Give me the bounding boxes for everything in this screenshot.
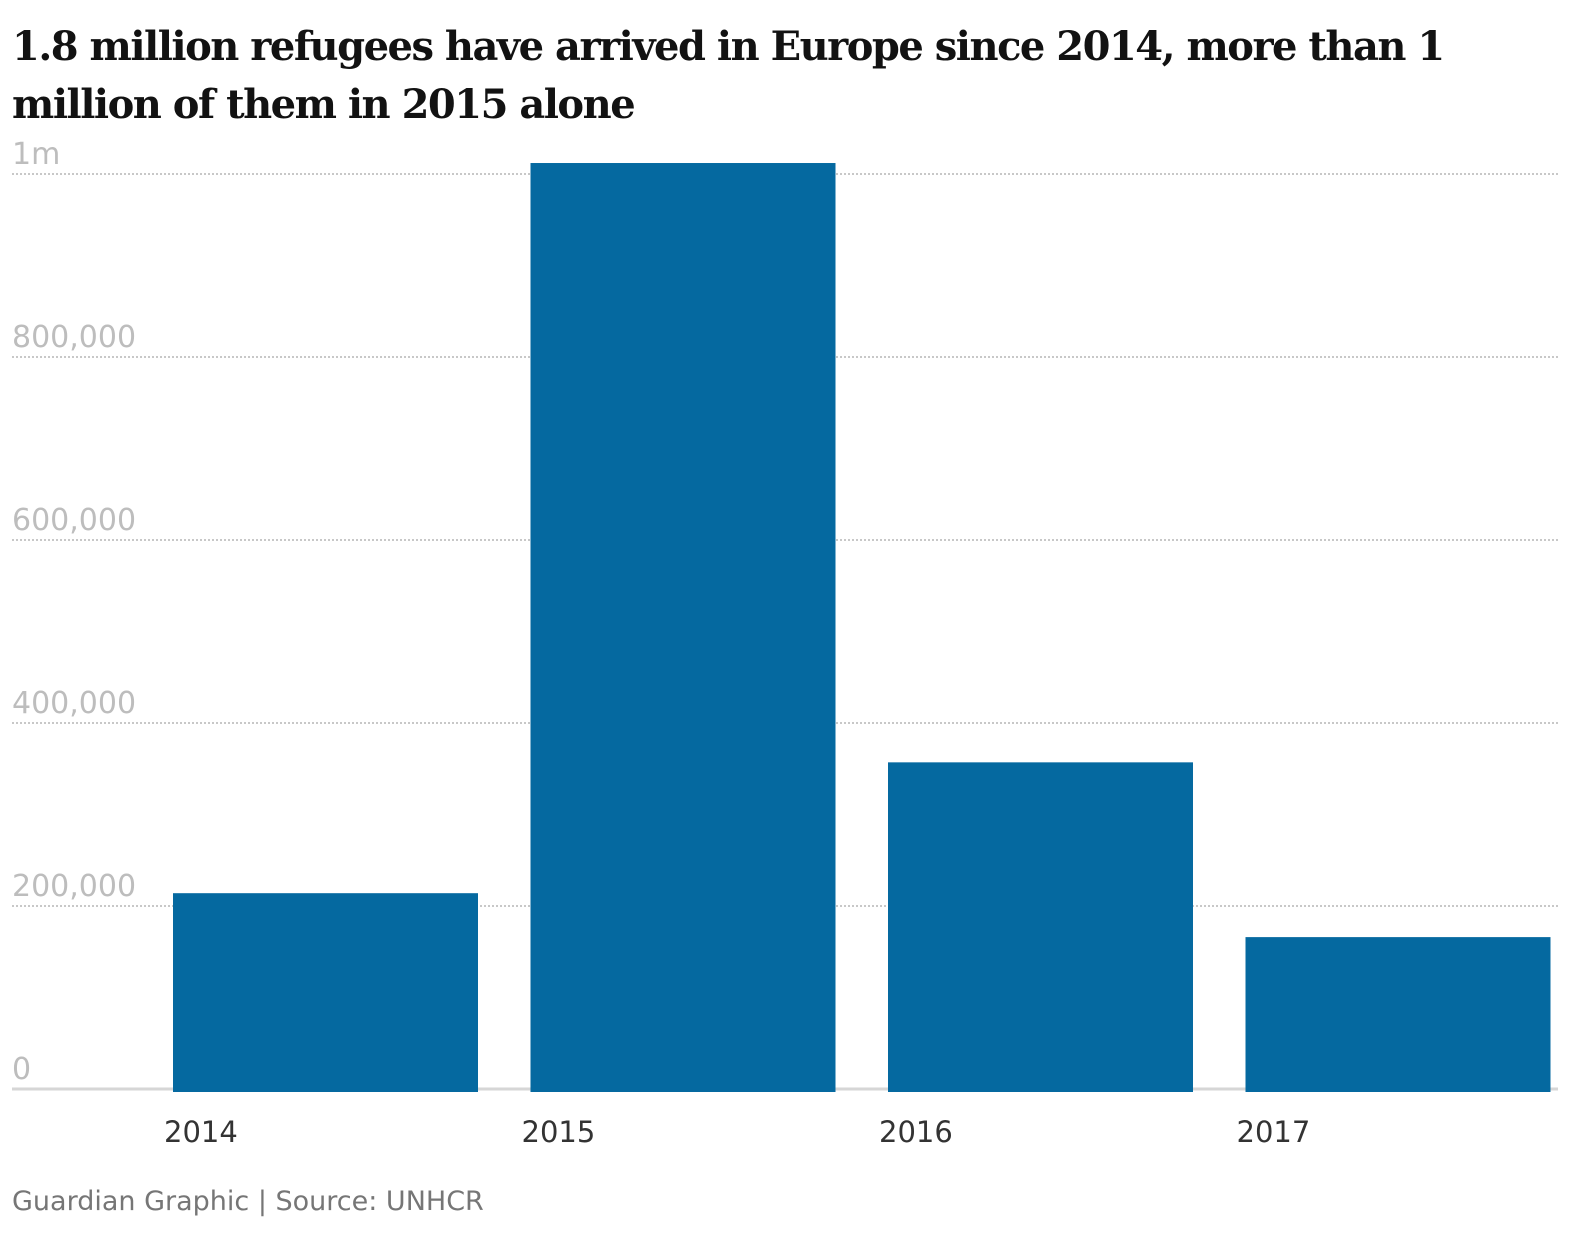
bar-2015 xyxy=(530,163,836,1092)
source-note: Guardian Graphic | Source: UNHCR xyxy=(12,1186,484,1217)
x-tick-label: 2017 xyxy=(1237,1115,1311,1149)
chart-title: 1.8 million refugees have arrived in Eur… xyxy=(12,23,1445,128)
y-tick-label: 400,000 xyxy=(12,686,136,721)
y-axis-ticks: 0 200,000 400,000 600,000 800,000 1m xyxy=(12,137,136,1087)
x-tick-label: 2016 xyxy=(879,1115,953,1149)
y-tick-label: 800,000 xyxy=(12,320,136,355)
bars xyxy=(173,163,1551,1092)
bar-2016 xyxy=(888,762,1193,1092)
y-tick-label: 0 xyxy=(12,1052,31,1087)
y-tick-label: 1m xyxy=(12,137,60,172)
y-tick-label: 600,000 xyxy=(12,503,136,538)
x-tick-label: 2015 xyxy=(522,1115,596,1149)
bar-2014 xyxy=(173,893,478,1092)
y-tick-label: 200,000 xyxy=(12,869,136,904)
x-tick-label: 2014 xyxy=(164,1115,238,1149)
x-axis-ticks: 2014 2015 2016 2017 xyxy=(164,1115,1310,1149)
bar-2017 xyxy=(1245,937,1551,1092)
